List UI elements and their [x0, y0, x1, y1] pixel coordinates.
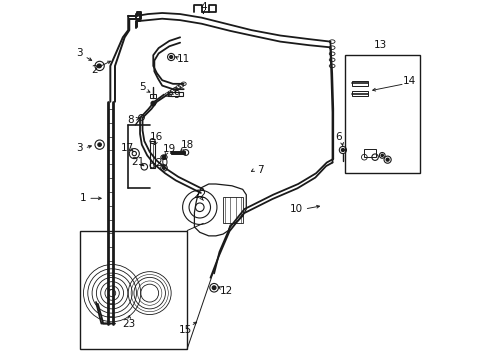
Text: 12: 12: [220, 286, 233, 296]
Text: 2: 2: [91, 64, 97, 75]
Text: 20: 20: [155, 158, 168, 168]
Text: 18: 18: [180, 140, 193, 150]
Text: 14: 14: [402, 76, 415, 86]
Text: 1: 1: [80, 193, 87, 203]
Bar: [149, 141, 155, 168]
Bar: [171, 151, 185, 154]
Circle shape: [341, 149, 344, 152]
Text: 15: 15: [179, 325, 192, 334]
Text: 7: 7: [257, 165, 264, 175]
Text: 3: 3: [76, 48, 82, 58]
Circle shape: [97, 64, 101, 68]
Bar: [351, 91, 367, 96]
Text: 16: 16: [150, 132, 163, 143]
Bar: [167, 92, 182, 96]
Circle shape: [98, 143, 101, 147]
Text: 21: 21: [131, 157, 144, 167]
Circle shape: [162, 166, 165, 169]
Bar: [150, 94, 156, 98]
Text: 23: 23: [122, 319, 136, 329]
Circle shape: [386, 158, 388, 161]
Text: 17: 17: [120, 143, 134, 153]
Bar: [223, 197, 242, 223]
Text: 11: 11: [177, 54, 190, 64]
Text: 6: 6: [334, 132, 341, 143]
Text: 5: 5: [139, 82, 145, 93]
Circle shape: [162, 156, 165, 159]
Text: 4: 4: [200, 2, 206, 12]
Text: 3: 3: [76, 143, 82, 153]
Text: 13: 13: [373, 40, 386, 50]
Text: 19: 19: [163, 144, 176, 154]
Bar: [364, 149, 375, 157]
Circle shape: [98, 64, 101, 68]
Bar: [344, 55, 419, 173]
Text: 10: 10: [289, 204, 303, 214]
Bar: [351, 81, 367, 86]
Circle shape: [169, 55, 172, 58]
Text: 8: 8: [127, 114, 134, 125]
Circle shape: [380, 154, 383, 157]
Text: 22: 22: [193, 190, 206, 200]
Text: 9: 9: [173, 90, 180, 100]
Circle shape: [212, 286, 215, 289]
Bar: [80, 230, 187, 348]
Circle shape: [151, 102, 155, 105]
